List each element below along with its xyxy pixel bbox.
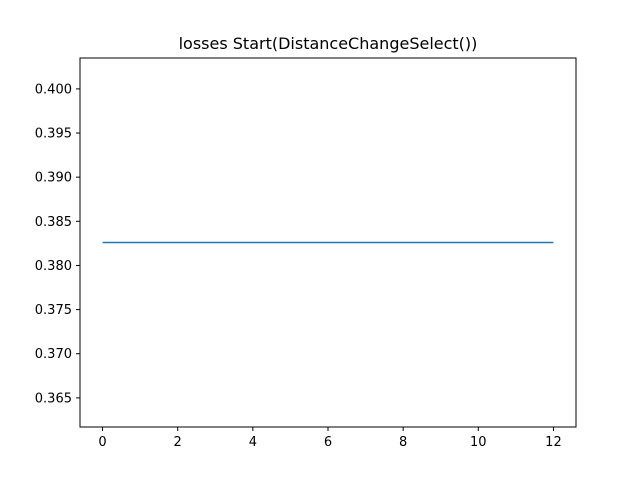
y-tick-label: 0.390 (35, 171, 72, 186)
x-tick-label: 8 (399, 435, 407, 450)
chart-title: losses Start(DistanceChangeSelect()) (179, 34, 478, 53)
x-axis: 0 2 4 6 8 10 12 (98, 427, 562, 450)
x-tick-label: 0 (98, 435, 106, 450)
x-tick-label: 12 (545, 435, 562, 450)
y-tick-label: 0.375 (35, 303, 72, 318)
plot-area-frame (79, 57, 577, 428)
y-tick-label: 0.400 (35, 82, 72, 97)
y-tick-label: 0.385 (35, 215, 72, 230)
y-tick-label: 0.370 (35, 347, 72, 362)
x-tick-label: 4 (249, 435, 257, 450)
y-tick-label: 0.365 (35, 391, 72, 406)
x-tick-label: 6 (324, 435, 332, 450)
y-tick-label: 0.395 (35, 127, 72, 142)
x-tick-label: 2 (174, 435, 182, 450)
y-tick-label: 0.380 (35, 259, 72, 274)
y-axis: 0.365 0.370 0.375 0.380 0.385 0.390 0.395 0.400 (35, 82, 80, 406)
x-tick-label: 10 (470, 435, 487, 450)
